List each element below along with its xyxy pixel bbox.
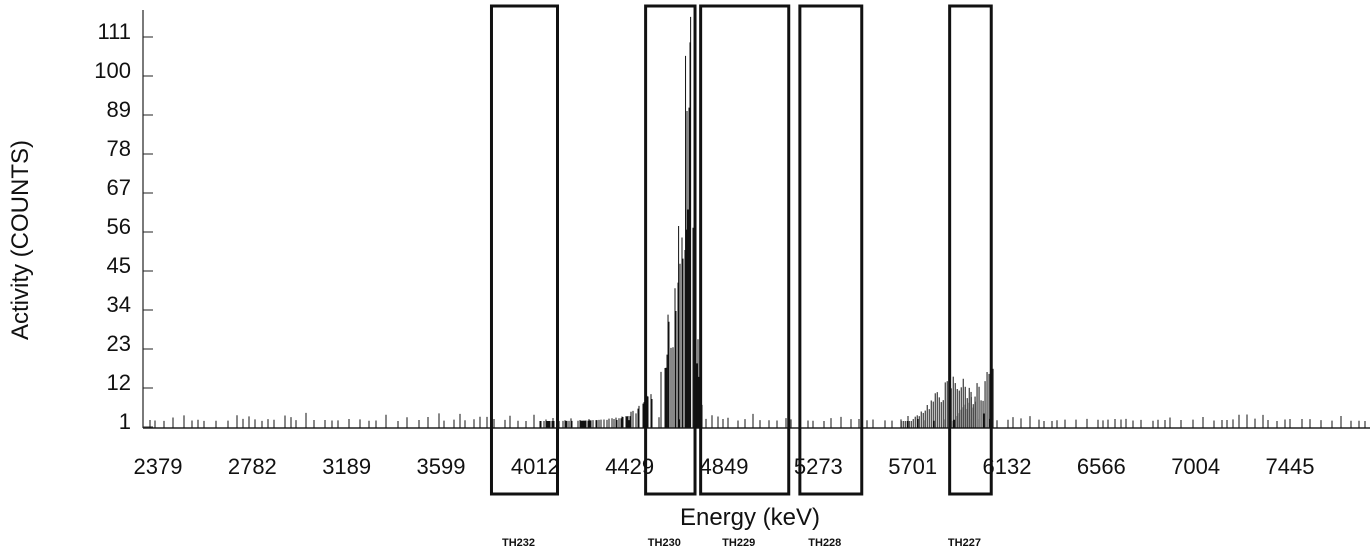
- x-tick-label: 5701: [888, 454, 937, 479]
- y-tick-label: 56: [107, 214, 131, 239]
- roi-label: TH228: [808, 537, 841, 549]
- x-axis-title: Energy (keV): [680, 504, 820, 531]
- roi-box: [798, 4, 864, 496]
- y-axis: 1 12 23 34 45 56 67 78 89 100 111: [94, 10, 153, 434]
- y-tick-label: 12: [107, 370, 131, 395]
- x-tick-label: 4012: [511, 454, 560, 479]
- roi-label: TH227: [948, 537, 981, 549]
- spectrum-bars: [149, 16, 1366, 428]
- y-axis-title: Activity (COUNTS): [7, 140, 34, 340]
- x-tick-label: 6566: [1077, 454, 1126, 479]
- x-tick-label: 7004: [1171, 454, 1220, 479]
- x-tick-label: 4849: [700, 454, 749, 479]
- roi-label: TH229: [722, 537, 755, 549]
- roi-regions: TH232 TH230 TH229 TH228 TH227: [489, 4, 993, 549]
- x-tick-label: 7445: [1266, 454, 1315, 479]
- y-tick-label: 111: [98, 19, 131, 44]
- x-tick-group: 2379 2782 3189 3599 4012 4429 4849 5273 5701 6132…: [134, 454, 1315, 479]
- x-tick-label: 2782: [228, 454, 277, 479]
- roi-box: [644, 4, 697, 496]
- y-tick-label: 89: [107, 97, 131, 122]
- y-tick-label: 23: [107, 331, 131, 356]
- y-tick-label: 1: [119, 409, 131, 434]
- y-tick-group: 1 12 23 34 45 56 67 78 89 100 111: [94, 19, 153, 434]
- roi-box: [948, 4, 993, 496]
- y-tick-label: 100: [94, 58, 131, 83]
- x-tick-label: 2379: [134, 454, 183, 479]
- roi-box: [699, 4, 791, 496]
- x-tick-label: 3189: [322, 454, 371, 479]
- y-tick-label: 34: [107, 292, 131, 317]
- roi-label: TH232: [502, 537, 535, 549]
- roi-box: [489, 4, 560, 496]
- x-tick-label: 3599: [417, 454, 466, 479]
- y-tick-label: 67: [107, 175, 131, 200]
- roi-label: TH230: [648, 537, 681, 549]
- y-tick-label: 45: [107, 253, 131, 278]
- y-tick-label: 78: [107, 136, 131, 161]
- x-tick-label: 5273: [794, 454, 843, 479]
- x-axis: 2379 2782 3189 3599 4012 4429 4849 5273 5701 6132…: [134, 427, 1370, 479]
